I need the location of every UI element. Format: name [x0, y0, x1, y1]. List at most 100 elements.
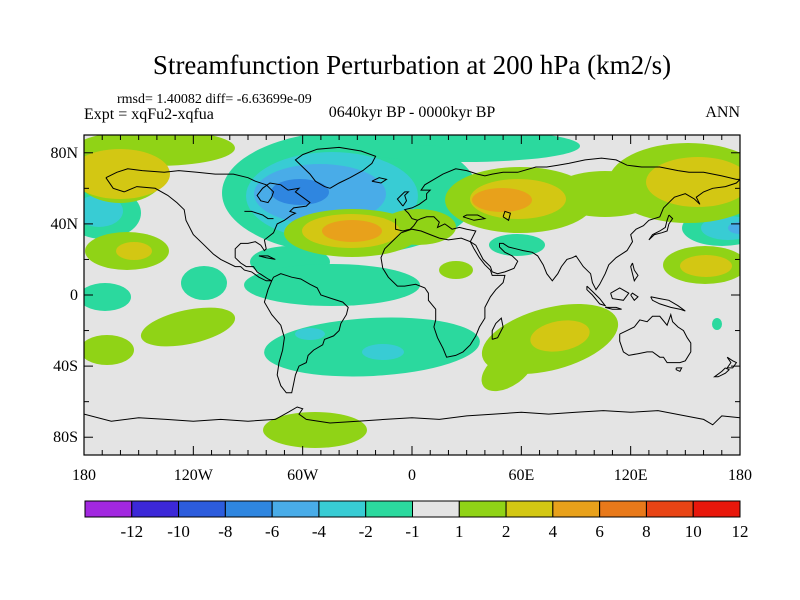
season-label: ANN	[705, 104, 740, 121]
anomaly-northwest-pacific-mid	[701, 216, 740, 240]
anomaly-antarctic-peninsula	[263, 412, 367, 448]
colorbar-segment	[131, 500, 180, 518]
colorbar-label: 12	[732, 522, 749, 541]
colorbar-label: 8	[642, 522, 651, 541]
anomaly-south-america-inset-west	[295, 328, 325, 340]
lat-tick-label: 80S	[53, 429, 78, 446]
lon-tick-label: 120W	[174, 467, 214, 484]
colorbar-segment	[84, 500, 133, 518]
anomaly-caribbean-tropical-atlantic-band	[244, 264, 420, 306]
coastline	[586, 285, 607, 307]
coastline	[258, 255, 276, 260]
lon-tick-label: 60E	[508, 467, 534, 484]
lon-tick-label: 0	[408, 467, 416, 484]
stats-line: rmsd= 1.40082 diff= -6.63699e-09	[117, 92, 312, 107]
colorbar-segment	[365, 500, 414, 518]
anomaly-east-pacific-equatorial	[181, 266, 227, 300]
anomaly-northwest-pacific-core	[728, 222, 740, 234]
colorbar-segment	[178, 500, 226, 518]
contour-layer	[84, 135, 740, 448]
lat-tick-label: 40N	[50, 216, 78, 233]
anomaly-dateline-equatorial	[84, 283, 131, 311]
anomaly-south-indian-ocean-tail	[481, 346, 535, 392]
coastline	[648, 214, 674, 241]
coastline-layer	[84, 146, 740, 426]
anomaly-south-indian-ocean-core	[530, 320, 590, 352]
coastline	[263, 273, 349, 394]
anomaly-central-asia-core	[472, 188, 532, 212]
experiment-label: Expt = xqFu2-xqfua	[84, 106, 214, 123]
anomaly-tibet	[489, 234, 545, 256]
anomaly-south-pacific	[140, 307, 236, 347]
colorbar-label: -10	[167, 522, 190, 541]
anomaly-siberia-bridge	[550, 171, 660, 217]
coastline	[619, 312, 692, 364]
figure-title: Streamfunction Perturbation at 200 hPa (…	[152, 50, 672, 80]
coastline	[650, 296, 686, 312]
coastline	[105, 168, 311, 282]
anomaly-south-atlantic-inset	[362, 344, 404, 360]
colorbar-label: -12	[120, 522, 143, 541]
coastline	[630, 262, 639, 282]
coastline	[395, 157, 740, 291]
coastline	[462, 214, 487, 221]
anomaly-iberia-extension	[380, 209, 456, 245]
coastline	[491, 317, 504, 340]
coastline	[244, 210, 274, 220]
anomaly-southwest-pacific-speck	[712, 318, 722, 330]
colorbar-segment	[412, 500, 460, 518]
anomaly-philippine-sea-core	[680, 255, 732, 277]
period-label: 0640kyr BP - 0000kyr BP	[328, 104, 496, 121]
colorbar-label: -2	[359, 522, 373, 541]
lat-tick-label: 80N	[50, 145, 78, 162]
colorbar-segment	[692, 500, 741, 518]
coastline	[380, 228, 506, 358]
colorbar-label: -6	[265, 522, 279, 541]
colorbar-label: 2	[502, 522, 511, 541]
coastline	[610, 287, 630, 301]
colorbar-segment	[224, 500, 273, 518]
colorbar-label: 10	[685, 522, 702, 541]
coastline	[502, 210, 511, 222]
anomaly-east-siberia-core	[646, 157, 740, 207]
anomaly-central-north-pacific-core	[116, 242, 152, 260]
coastline	[726, 356, 738, 369]
colorbar-label: -1	[405, 522, 419, 541]
coastline	[712, 367, 730, 378]
lon-tick-label: 180	[728, 467, 752, 484]
colorbar-segment	[318, 500, 367, 518]
colorbar-segment	[552, 500, 601, 518]
anomaly-south-pacific-dateline	[84, 335, 134, 365]
colorbar-label: 1	[455, 522, 464, 541]
coastline	[675, 367, 683, 373]
coastline	[605, 306, 622, 310]
lat-tick-label: 40S	[53, 358, 78, 375]
lon-tick-label: 180	[72, 467, 96, 484]
coastline	[84, 406, 740, 426]
colorbar-label: 4	[549, 522, 558, 541]
anomaly-northeast-atlantic-core	[322, 220, 382, 242]
anomaly-hudson-bay-core	[271, 179, 329, 205]
coastline	[396, 191, 410, 207]
colorbar-label: -4	[312, 522, 327, 541]
colorbar: -12 -10 -8 -6 -4 -2 -1 1 2 4 6 8 10 12	[84, 500, 749, 541]
colorbar-segment	[271, 500, 320, 518]
colorbar-segment	[599, 500, 647, 518]
lat-tick-label: 0	[70, 287, 78, 304]
axis-ticks	[83, 135, 741, 455]
colorbar-label: 6	[595, 522, 604, 541]
lon-tick-label: 120E	[614, 467, 648, 484]
coastline	[294, 146, 377, 189]
anomaly-north-pacific-dateline-core	[84, 195, 123, 227]
colorbar-segment	[458, 500, 507, 518]
lon-tick-label: 60W	[287, 467, 319, 484]
anomaly-alaska-core	[84, 149, 170, 199]
colorbar-label: -8	[218, 522, 232, 541]
coastline	[630, 292, 639, 302]
colorbar-segment	[645, 500, 694, 518]
coastline	[371, 177, 388, 184]
colorbar-segment	[505, 500, 554, 518]
anomaly-arabia	[439, 261, 473, 279]
